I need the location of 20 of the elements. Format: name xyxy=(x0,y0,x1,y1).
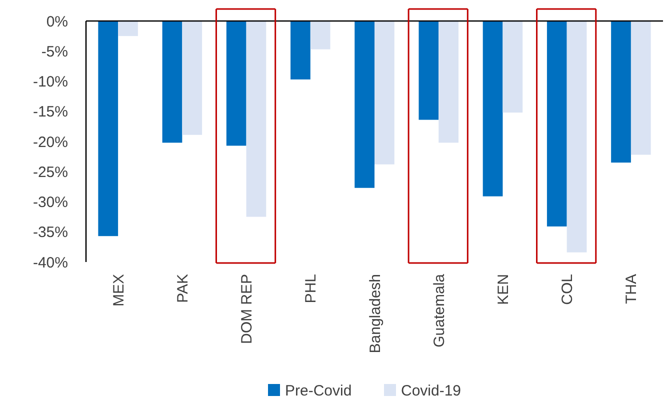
y-tick-label: -40% xyxy=(32,254,68,272)
y-tick-label: -15% xyxy=(32,104,68,121)
x-tick-label: KEN xyxy=(494,274,512,305)
x-tick-label: DOM REP xyxy=(238,274,256,344)
y-tick-label: -35% xyxy=(32,224,68,242)
y-tick-label: 0% xyxy=(46,13,68,30)
legend-label: Covid-19 xyxy=(401,382,462,400)
legend-label: Pre-Covid xyxy=(285,382,352,400)
x-tick-label: Bangladesh xyxy=(366,274,384,354)
y-tick-label: -10% xyxy=(32,74,68,90)
x-tick-label: THA xyxy=(623,274,640,304)
x-tick-label: PAK xyxy=(174,274,192,303)
y-tick-label: -25% xyxy=(32,164,68,181)
y-tick-label: -5% xyxy=(41,43,68,60)
x-tick-label: MEX xyxy=(110,274,128,307)
x-tick-label: PHL xyxy=(302,274,320,304)
x-tick-label: Guatemala xyxy=(430,273,448,348)
y-tick-label: -20% xyxy=(32,134,68,151)
y-tick-label: -30% xyxy=(32,194,68,211)
x-tick-label: COL xyxy=(559,274,576,305)
